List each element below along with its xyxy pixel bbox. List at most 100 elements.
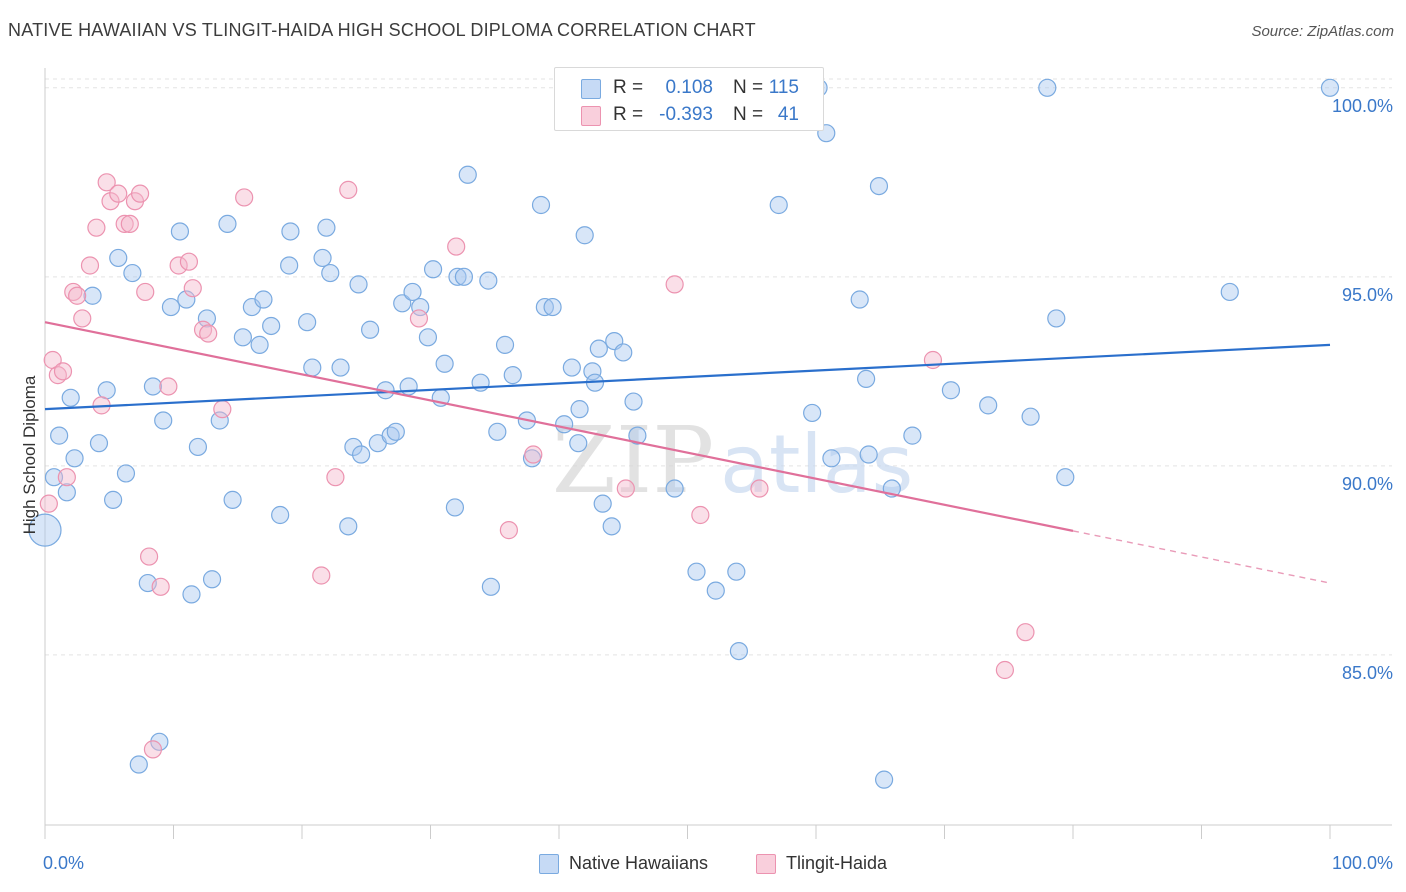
native-hawaiian-point (44, 468, 64, 487)
native-hawaiian-point (129, 755, 148, 774)
legend-row-native-hawaiians: R = 0.108 N = 115 (555, 75, 823, 101)
tlingit-haida-point (143, 740, 163, 759)
legend-r-label: R = (613, 77, 644, 98)
legend-r-value: -0.393 (659, 104, 713, 125)
legend-r-value: 0.108 (665, 77, 713, 98)
native-hawaiian-point (481, 577, 500, 596)
native-hawaiian-point (303, 358, 322, 377)
tlingit-haida-point (199, 324, 218, 343)
legend-r-label: R = (613, 104, 644, 125)
native-hawaiian-point (869, 176, 889, 196)
tlingit-haida-point (499, 521, 518, 540)
native-hawaiian-point (161, 297, 181, 317)
y-tick-label: 90.0% (1342, 474, 1393, 494)
tlingit-haida-point (524, 445, 543, 464)
trend-line (44, 321, 1074, 532)
native-hawaiian-point (850, 290, 869, 309)
chart-title: NATIVE HAWAIIAN VS TLINGIT-HAIDA HIGH SC… (8, 20, 756, 40)
native-hawaiian-point (531, 195, 551, 215)
tlingit-haida-point (57, 468, 76, 487)
tlingit-haida-point (750, 479, 769, 498)
native-hawaiian-point (535, 297, 554, 317)
y-axis-label: High School Diploma (20, 375, 39, 534)
native-hawaiian-point (271, 505, 290, 525)
tlingit-haida-point (68, 286, 87, 305)
tlingit-haida-point (80, 256, 100, 275)
native-hawaiian-point (210, 411, 229, 430)
native-hawaiian-point (1021, 407, 1040, 426)
native-hawaiian-point (543, 297, 562, 317)
tlingit-haida-point (339, 180, 358, 199)
series-label: Native Hawaiians (569, 853, 709, 873)
gridlines (45, 78, 1392, 656)
native-hawaiian-point (57, 483, 76, 502)
tlingit-haida-point (312, 566, 331, 585)
native-hawaiian-point (727, 562, 746, 581)
native-hawaiian-point (941, 381, 961, 400)
native-hawaiian-point (97, 381, 116, 400)
native-hawaiian-point (445, 498, 465, 517)
native-hawaiian-point (65, 449, 84, 468)
native-hawaiian-point (150, 732, 169, 751)
native-hawaiian-point (218, 214, 237, 234)
native-hawaiian-point (418, 328, 438, 347)
tlingit-haida-point (326, 468, 345, 487)
native-hawaiian-point (352, 445, 371, 464)
tlingit-haida-point (53, 362, 73, 381)
native-hawaiian-point (857, 369, 876, 389)
tlingit-haida-point (235, 188, 254, 207)
native-hawaiian-point (593, 494, 612, 513)
tlingit-haida-point (1016, 623, 1035, 642)
native-hawaiian-point (154, 411, 173, 430)
tlingit-haida-point (995, 660, 1014, 680)
native-hawaiian-point (614, 343, 633, 362)
native-hawaiian-point (233, 328, 252, 347)
tlingit-haida-point (616, 479, 635, 498)
tlingit-haida-point (139, 547, 159, 566)
native-hawaiian-point (1220, 282, 1239, 302)
native-hawaiian-point (488, 422, 507, 441)
native-hawaiian-point (570, 400, 589, 419)
native-hawaiian-point (562, 358, 581, 377)
native-hawaiian-point (859, 445, 878, 464)
native-hawaiian-point (555, 415, 574, 434)
watermark: ZIP atlas (552, 407, 913, 514)
native-hawaiian-point (479, 271, 498, 290)
native-hawaiian-point (321, 263, 340, 283)
trend-lines (44, 321, 1331, 584)
native-hawaiian-point (454, 267, 474, 286)
native-hawaiian-point (458, 165, 477, 184)
tlingit-haida-point (179, 252, 199, 271)
native-hawaiian-point (281, 222, 300, 241)
native-hawaiian-point (803, 403, 822, 423)
native-hawaiian-point (583, 362, 602, 381)
tlingit-haida-point (130, 184, 150, 203)
stats-legend: R = 0.108 N = 115 R = -0.393 N = 41 (554, 67, 824, 131)
native-hawaiian-point (61, 388, 80, 407)
tlingit-haida-point (447, 237, 466, 256)
native-hawaiian-point (202, 570, 222, 589)
native-hawaiian-point (223, 490, 242, 509)
tlingit-haida-point (109, 184, 128, 203)
native-hawaiian-point (188, 437, 208, 457)
native-hawaiian-point (875, 770, 894, 789)
series-legend: Native Hawaiians Tlingit-Haida (0, 852, 1406, 878)
native-hawaiian-point (435, 354, 454, 373)
y-tick-label: 100.0% (1332, 96, 1393, 116)
axes (44, 68, 1392, 839)
native-hawaiian-point (349, 275, 368, 294)
trend-line (44, 343, 1331, 411)
y-tick-label: 85.0% (1342, 663, 1393, 683)
tlingit-haida-point (169, 256, 188, 275)
tlingit-haida-point (151, 577, 170, 596)
tlingit-haida-point (183, 279, 202, 298)
native-hawaiian-point (298, 313, 317, 332)
tlingit-haida-point (87, 218, 106, 237)
series-label: Tlingit-Haida (786, 853, 888, 873)
tlingit-haida-point (665, 275, 684, 294)
tlingit-haida-point (691, 505, 710, 525)
native-hawaiian-point (143, 377, 163, 396)
native-hawaiian-point (28, 513, 62, 547)
trend-line-extrapolated (1072, 530, 1331, 584)
